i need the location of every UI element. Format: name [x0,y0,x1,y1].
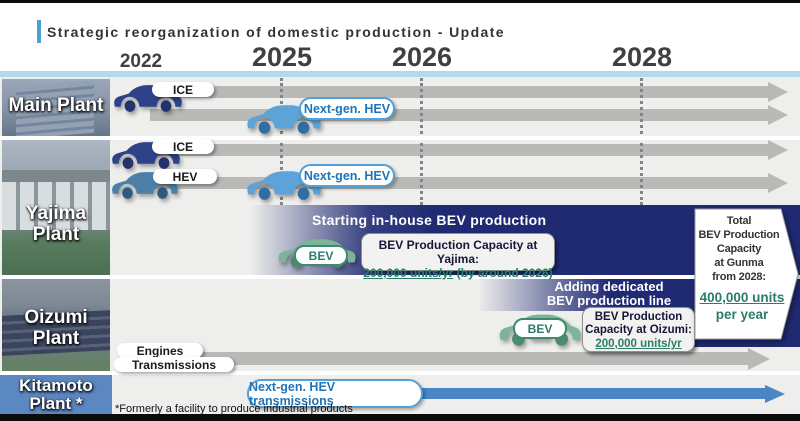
total-capacity-text: Total BEV Production Capacity at Gunma f… [694,214,784,284]
yajima-plant-photo [2,140,110,275]
row-separator [0,371,800,375]
gridline-2028 [640,78,643,205]
ice-badge: ICE [152,139,214,154]
total-line4: at Gunma [714,257,764,269]
main-nextgen-hev-timeline-arrow [150,109,768,121]
kitamoto-plant-tile [0,375,112,414]
yajima-capacity-value-line: 200,000 units/yr (by around 2026) [362,266,554,280]
oizumi-components-timeline-arrow [138,352,748,365]
bev-badge: BEV [513,318,567,339]
yajima-bev-banner-title: Starting in-house BEV production [312,212,547,228]
main-plant-photo [2,79,110,136]
total-line2: BEV Production [698,229,780,241]
year-label-2025: 2025 [251,42,313,72]
engines-badge: Engines [117,343,203,358]
row-separator [0,275,800,279]
yajima-capacity-heading: BEV Production Capacity at Yajima: [378,238,538,266]
transmissions-badge: Transmissions [114,357,234,372]
total-value-per-year: per year [715,307,769,322]
main-plant-label: Main Plant [8,95,104,116]
oizumi-bev-banner-title: Adding dedicated BEV production line [540,280,678,308]
total-line1: Total [726,215,752,227]
total-line3: Capacity [716,243,762,255]
next-gen-hev-badge: Next-gen. HEV [299,97,395,120]
oizumi-plant-label: Oizumi Plant [24,307,88,349]
kitamoto-plant-label: Kitamoto Plant * [19,376,93,414]
timeline-header-rule [0,71,800,77]
yajima-hev-timeline-arrow [150,177,768,189]
oizumi-banner-line1: Adding dedicated [554,279,664,294]
hev-badge: HEV [153,169,217,184]
next-gen-hev-transmissions-badge: Next-gen. HEV transmissions [247,379,423,408]
slide-title: Strategic reorganization of domestic pro… [47,24,505,40]
total-line5: from 2028: [712,271,766,283]
total-capacity-value: 400,000 units per year [692,289,792,323]
year-label-2026: 2026 [391,42,453,72]
bev-badge: BEV [294,245,348,266]
row-separator [0,136,800,140]
total-capacity-pointer-shape [694,208,799,340]
oizumi-plant-photo [2,279,110,371]
ice-badge: ICE [152,82,214,97]
yajima-capacity-callout: BEV Production Capacity at Yajima: 200,0… [361,233,555,280]
oizumi-bev-banner-gradient [478,279,642,311]
yajima-ice-timeline-arrow [150,144,768,156]
gridline-2026 [420,78,423,205]
top-border-bar [0,0,800,3]
next-gen-hev-badge: Next-gen. HEV [299,164,395,187]
footnote: *Formerly a facility to produce industri… [115,403,353,415]
yajima-capacity-suffix: (by around 2026) [453,266,553,280]
kitamoto-transmissions-arrow [405,388,765,399]
title-accent-bar [37,20,41,43]
main-ice-timeline-arrow [150,86,768,98]
oizumi-capacity-value: 200,000 units/yr [595,338,682,350]
oizumi-capacity-line2: Capacity at Oizumi: [585,324,692,336]
yajima-capacity-value: 200,000 units/yr [363,266,454,280]
year-label-2022: 2022 [119,51,163,72]
gridline-2025 [280,78,283,205]
total-value-units: 400,000 units [699,290,785,305]
oizumi-banner-line2: BEV production line [546,293,672,308]
yajima-plant-label: Yajima Plant [25,203,87,245]
oizumi-capacity-callout: BEV Production Capacity at Oizumi: 200,0… [582,307,695,352]
bottom-border-bar [0,414,800,421]
year-label-2028: 2028 [611,42,673,72]
oizumi-capacity-line1: BEV Production [594,311,683,323]
